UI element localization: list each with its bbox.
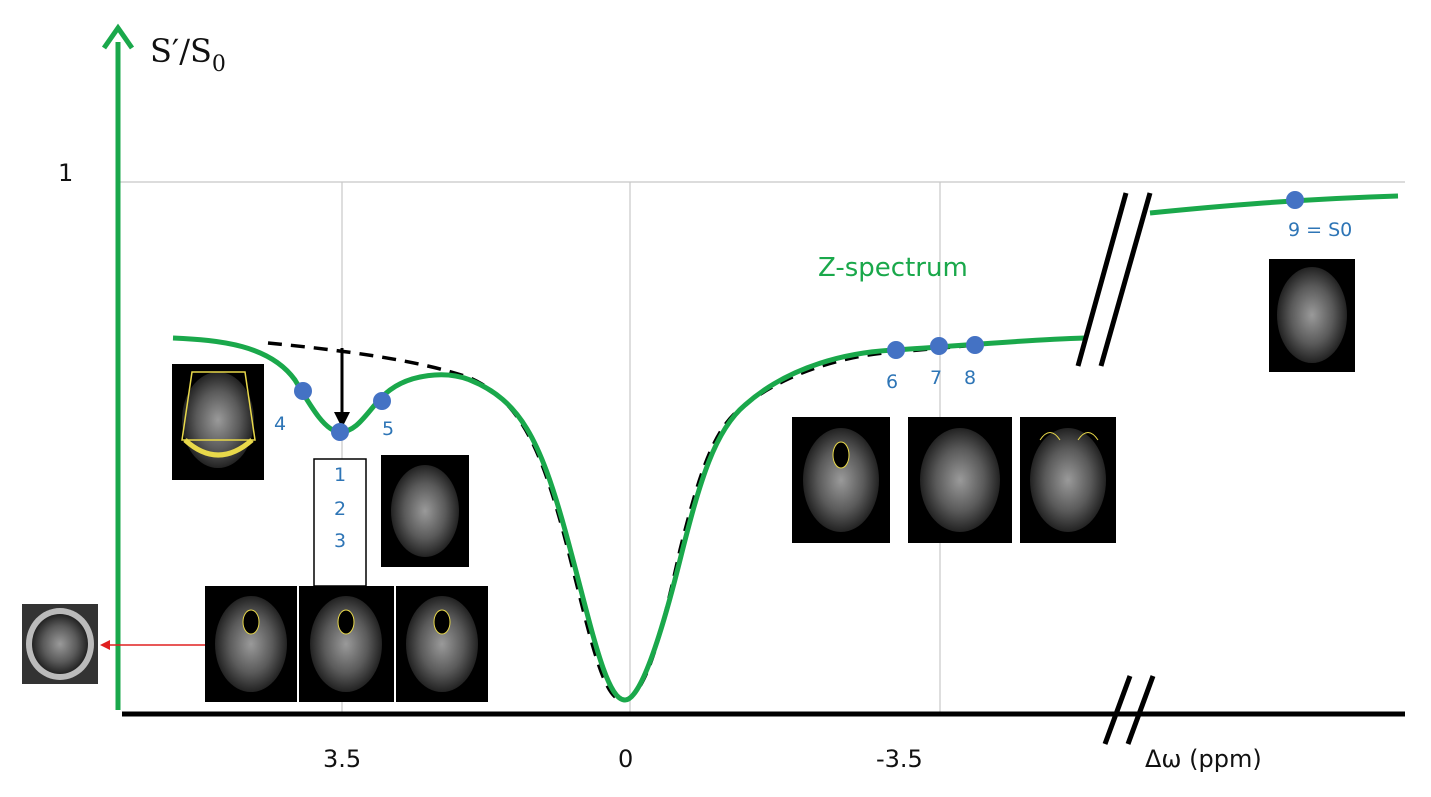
- x-tick-label: 3.5: [323, 745, 361, 773]
- mri-image: [396, 586, 488, 702]
- curve-break: [1098, 192, 1153, 367]
- x-tick-label: 0: [618, 745, 633, 773]
- b0-map: [22, 604, 98, 684]
- mri-image: [908, 417, 1012, 543]
- stack-label: 3: [334, 530, 346, 552]
- mri-image: [381, 455, 469, 567]
- mri-image: [172, 364, 264, 480]
- point: [966, 336, 984, 354]
- curve-break: [1075, 192, 1129, 367]
- point: [373, 392, 391, 410]
- axis-break: [1102, 675, 1133, 745]
- point-label: 6: [886, 371, 898, 393]
- mri-image: [1269, 259, 1355, 372]
- point: [294, 382, 312, 400]
- curve-label: Z-spectrum: [818, 253, 968, 283]
- points: [294, 191, 1304, 441]
- stack-box: [313, 458, 367, 587]
- red-arrow-head: [100, 640, 110, 650]
- point: [1286, 191, 1304, 209]
- y-axis-arrow: [101, 23, 135, 50]
- x-tick-label: -3.5: [876, 745, 923, 773]
- y-label-sub: 0: [212, 52, 226, 77]
- y-label-main: S′/S: [150, 32, 212, 70]
- axis-break: [1125, 675, 1156, 745]
- mri-image: [205, 586, 297, 702]
- point-label: 4: [274, 413, 286, 435]
- point-label: 7: [930, 367, 942, 389]
- x-label: Δω (ppm): [1145, 745, 1262, 773]
- mri-image: [1020, 417, 1116, 543]
- point: [887, 341, 905, 359]
- stack-label: 1: [334, 464, 346, 486]
- point-label: 8: [964, 367, 976, 389]
- y-tick-label: 1: [58, 159, 73, 187]
- point: [930, 337, 948, 355]
- point: [331, 423, 349, 441]
- point-label: 5: [382, 418, 394, 440]
- mri-image: [792, 417, 890, 543]
- stack-label: 2: [334, 498, 346, 520]
- mri-images: [22, 259, 1355, 702]
- y-label: S′/S0: [150, 32, 226, 77]
- mri-image: [299, 586, 394, 702]
- effect-arrow-head: [334, 412, 350, 428]
- z-spectrum-tail: [1149, 193, 1399, 216]
- point-label: 9 = S0: [1288, 219, 1352, 241]
